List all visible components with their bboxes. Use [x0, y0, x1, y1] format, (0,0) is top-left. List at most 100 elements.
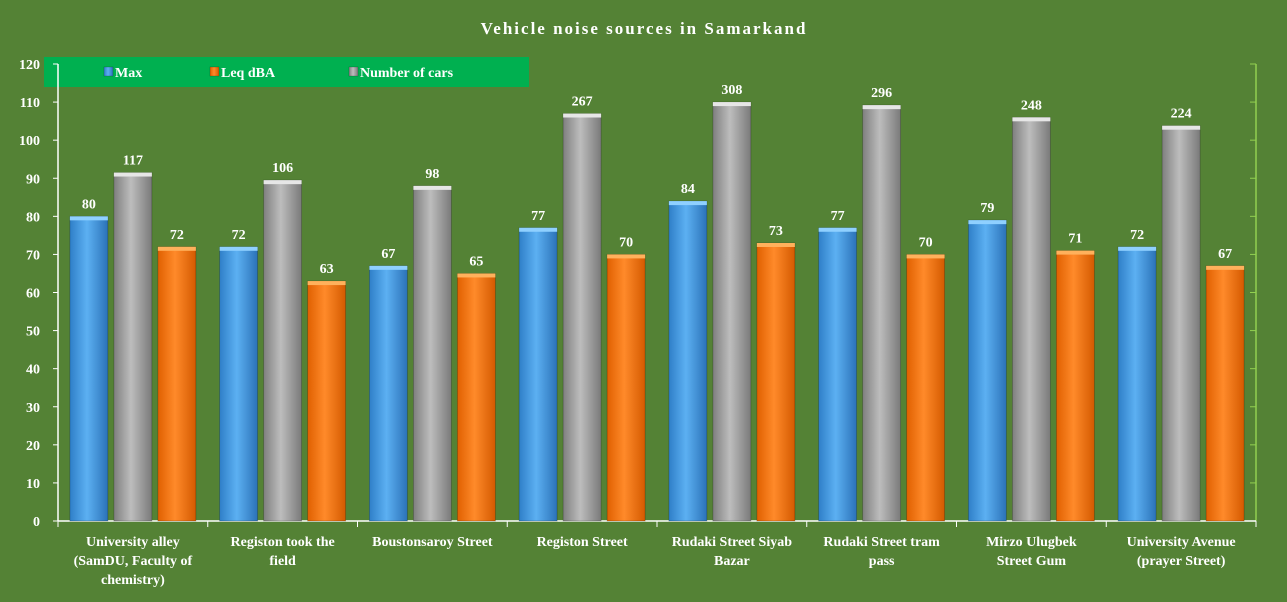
bar-top-bevel — [519, 227, 558, 232]
bar-top-bevel — [113, 172, 152, 177]
data-label: 70 — [619, 235, 633, 250]
bar-top-bevel — [369, 265, 408, 270]
bar-number-of-cars — [263, 179, 303, 522]
category-label: Rudaki Street Siyab — [672, 535, 793, 550]
y-tick-label: 30 — [26, 401, 40, 416]
legend-swatch — [209, 66, 220, 77]
bar-top-bevel — [968, 220, 1007, 225]
data-label: 67 — [381, 247, 395, 262]
bars — [69, 101, 1245, 522]
bar-top-bevel — [668, 201, 707, 206]
bar-leq-dba — [906, 254, 946, 522]
bar-top-bevel — [1118, 246, 1157, 251]
y-tick-label: 10 — [26, 477, 40, 492]
data-label: 79 — [980, 201, 994, 216]
category-label: Bazar — [714, 554, 750, 569]
bar-top-bevel — [1206, 265, 1245, 270]
legend-entry: Number of cars — [360, 66, 454, 81]
category-labels: University alley (SamDU, Faculty of chemis… — [74, 535, 1236, 588]
bar-max — [518, 227, 558, 522]
legend-entry: Leq dBA — [221, 66, 276, 81]
bar-top-bevel — [818, 227, 857, 232]
category-label: chemistry) — [101, 573, 165, 588]
bar-leq-dba — [307, 280, 347, 522]
data-labels: 80 72 67 77 84 77 79 72 117 106 98 267 308 296 248 224 7… — [82, 83, 1232, 277]
data-label: 98 — [425, 167, 439, 182]
y-tick-label: 80 — [26, 210, 40, 225]
legend-swatch — [348, 66, 359, 77]
bar-number-of-cars — [562, 113, 602, 522]
bar-top-bevel — [457, 273, 496, 278]
y-tick-label: 120 — [19, 58, 40, 73]
y-tick-label: 40 — [26, 363, 40, 378]
bar-leq-dba — [456, 273, 496, 522]
data-label: 63 — [320, 262, 334, 277]
bar-top-bevel — [157, 246, 196, 251]
data-label: 296 — [871, 86, 892, 101]
data-label: 267 — [572, 95, 593, 110]
legend-swatch — [103, 66, 114, 77]
y-tick-label: 90 — [26, 172, 40, 187]
bar-leq-dba — [756, 242, 796, 522]
y-tick-label: 110 — [20, 96, 40, 111]
data-label: 65 — [469, 254, 483, 269]
category-label: University alley — [86, 535, 180, 550]
axes: 0 10 20 30 40 50 60 70 80 90 100 110 120 — [19, 58, 1257, 530]
bar-max — [1117, 246, 1157, 522]
data-label: 70 — [919, 235, 933, 250]
bar-top-bevel — [1162, 125, 1201, 130]
y-tick-label: 100 — [19, 134, 40, 149]
category-label: Mirzo Ulugbek — [986, 535, 1077, 550]
bar-number-of-cars — [1011, 116, 1051, 522]
category-label: pass — [869, 554, 895, 569]
legend-background — [44, 57, 529, 87]
bar-top-bevel — [69, 216, 108, 221]
bar-top-bevel — [563, 113, 602, 118]
category-label: Registon Street — [537, 535, 628, 550]
bar-leq-dba — [1205, 265, 1245, 522]
y-tick-label: 0 — [33, 515, 40, 530]
y-tick-label: 50 — [26, 325, 40, 340]
y-tick-label: 60 — [26, 287, 40, 302]
category-label: Registon took the — [231, 535, 335, 550]
data-label: 248 — [1021, 98, 1042, 113]
category-label: Rudaki Street tram — [823, 535, 940, 550]
category-label: Street Gum — [997, 554, 1067, 569]
bar-number-of-cars — [113, 172, 153, 522]
data-label: 308 — [721, 83, 742, 98]
bar-max — [69, 215, 109, 522]
bar-top-bevel — [862, 105, 901, 110]
bar-top-bevel — [219, 246, 258, 251]
category-label: (prayer Street) — [1137, 554, 1226, 569]
bar-leq-dba — [157, 246, 197, 522]
data-label: 77 — [531, 209, 545, 224]
bar-max — [219, 246, 259, 522]
bar-top-bevel — [712, 102, 751, 107]
bar-leq-dba — [1055, 250, 1095, 522]
bar-top-bevel — [756, 242, 795, 247]
bar-number-of-cars — [862, 104, 902, 522]
bar-top-bevel — [1056, 250, 1095, 255]
category-label: Boustonsaroy Street — [372, 535, 493, 550]
data-label: 84 — [681, 182, 695, 197]
data-label: 71 — [1068, 232, 1082, 247]
y-tick-label: 20 — [26, 439, 40, 454]
bar-top-bevel — [1012, 117, 1051, 122]
bar-top-bevel — [307, 281, 346, 286]
data-label: 224 — [1171, 107, 1192, 122]
bar-number-of-cars — [712, 101, 752, 522]
data-label: 73 — [769, 224, 783, 239]
y-tick-label: 70 — [26, 248, 40, 263]
data-label: 72 — [170, 228, 184, 243]
bar-max — [668, 200, 708, 522]
data-label: 77 — [831, 209, 845, 224]
category-label: (SamDU, Faculty of — [74, 554, 193, 569]
category-label: field — [269, 554, 296, 569]
chart-title: Vehicle noise sources in Samarkand — [481, 19, 808, 38]
data-label: 117 — [123, 154, 143, 169]
bar-top-bevel — [263, 180, 302, 185]
bar-top-bevel — [413, 185, 452, 190]
data-label: 67 — [1218, 247, 1232, 262]
bar-number-of-cars — [1161, 125, 1201, 522]
